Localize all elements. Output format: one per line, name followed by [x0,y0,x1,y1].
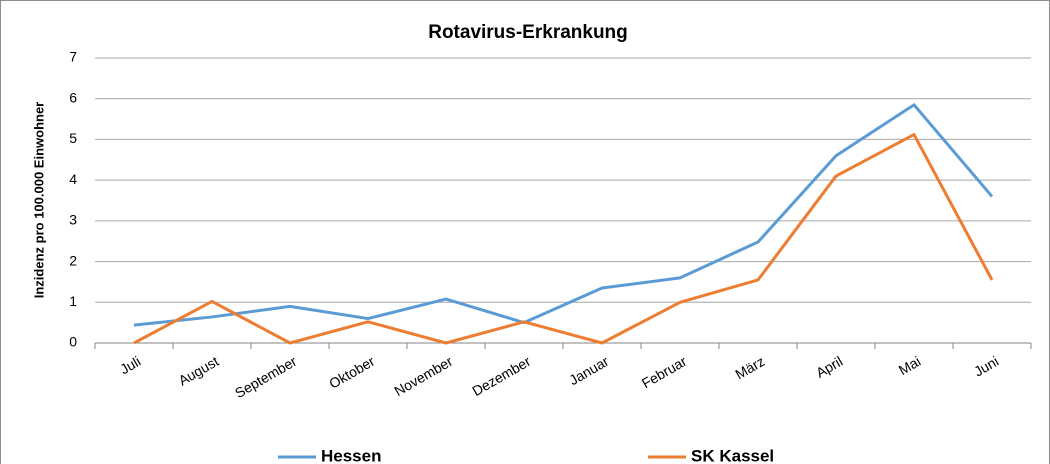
y-axis-label: Inzidenz pro 100.000 Einwohner [31,102,46,299]
y-tick-label: 6 [69,89,77,105]
chart-title: Rotavirus-Erkrankung [428,22,628,43]
y-tick-label: 0 [69,334,77,350]
y-tick-label: 4 [69,171,77,187]
legend-label: SK Kassel [691,446,774,464]
y-tick-label: 3 [69,212,77,228]
line-series [133,103,994,327]
line-series [133,133,994,345]
y-tick-label: 7 [69,49,77,65]
y-tick-label: 1 [69,293,77,309]
y-tick-label: 2 [69,252,77,268]
legend-label: Hessen [321,446,381,464]
y-tick-label: 5 [69,130,77,146]
